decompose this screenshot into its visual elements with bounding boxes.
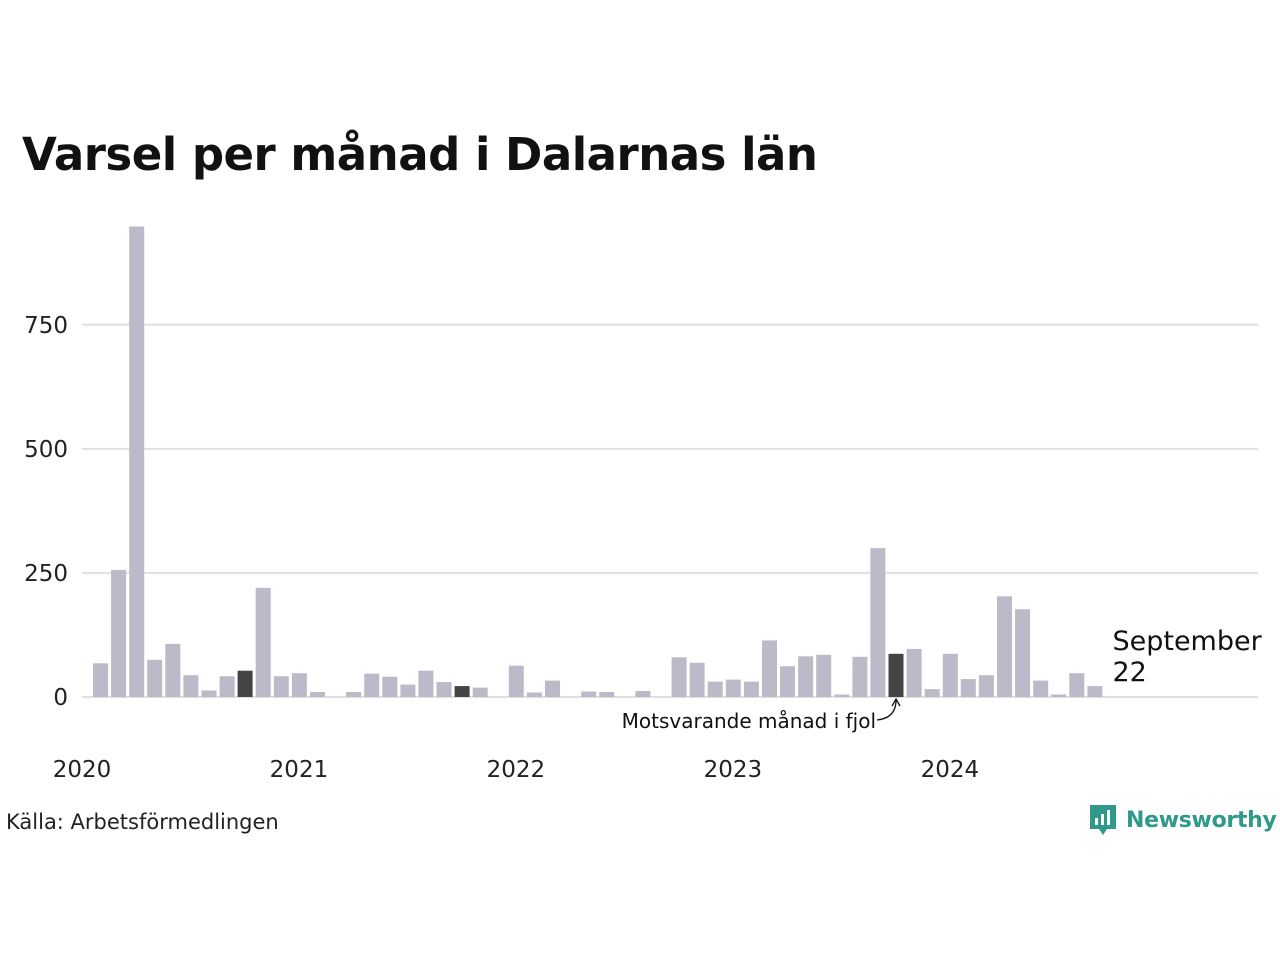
chart-title: Varsel per månad i Dalarnas län [22, 128, 818, 181]
bar [508, 665, 524, 697]
bar [111, 569, 127, 697]
bar [147, 659, 163, 697]
bar [689, 662, 705, 697]
bar [472, 687, 488, 697]
bar [816, 654, 832, 697]
bar [454, 686, 470, 697]
bar [978, 675, 994, 697]
bar [346, 692, 362, 697]
x-tick-label: 2023 [704, 757, 763, 783]
bar [1069, 673, 1085, 697]
bar [834, 694, 850, 697]
bar [165, 643, 181, 697]
bar [291, 673, 307, 697]
y-tick-label: 0 [53, 685, 68, 711]
brand-logo: Newsworthy [1088, 803, 1277, 837]
bar [219, 676, 235, 697]
bar [1051, 694, 1067, 697]
bar [526, 692, 542, 697]
bar [599, 692, 615, 697]
bar [400, 684, 416, 697]
bar [581, 691, 597, 697]
y-tick-label: 250 [24, 561, 68, 587]
bar [725, 679, 741, 697]
y-tick-label: 500 [24, 437, 68, 463]
current-month-label: September [1112, 626, 1262, 657]
bar [743, 681, 759, 697]
bar [310, 692, 325, 697]
bar [942, 653, 958, 697]
comparison-arrowhead [891, 697, 901, 707]
bar [888, 653, 904, 697]
bar [1087, 686, 1103, 697]
y-tick-label: 750 [24, 313, 68, 339]
x-axis: 2020 2021 2022 2023 2024 [53, 757, 979, 783]
bar [436, 682, 452, 697]
bar [997, 596, 1012, 697]
bar [960, 679, 976, 697]
bar [671, 657, 687, 697]
bar [129, 226, 145, 697]
bar [382, 676, 398, 697]
bar [906, 648, 922, 697]
source-note: Källa: Arbetsförmedlingen [6, 810, 279, 834]
bar [852, 656, 868, 697]
bar [707, 681, 723, 697]
bar [1033, 680, 1049, 697]
bar [364, 673, 380, 697]
bar [762, 640, 777, 697]
bar [418, 670, 434, 697]
comparison-arrow [876, 699, 897, 721]
bars [93, 226, 1103, 697]
x-tick-label: 2024 [921, 757, 980, 783]
bar [201, 690, 217, 697]
bar [183, 675, 199, 697]
brand-name: Newsworthy [1126, 807, 1277, 833]
x-tick-label: 2020 [53, 757, 112, 783]
x-tick-label: 2022 [487, 757, 546, 783]
comparison-label: Motsvarande månad i fjol [622, 709, 876, 733]
bar [93, 663, 108, 697]
newsworthy-logo-icon [1090, 805, 1116, 835]
bar [255, 587, 271, 697]
x-tick-label: 2021 [270, 757, 329, 783]
bar [924, 689, 940, 697]
bar [237, 670, 253, 697]
bar [273, 676, 289, 697]
bar [1015, 609, 1031, 697]
bar [780, 666, 795, 697]
bar [798, 656, 814, 697]
bar [870, 548, 886, 697]
y-axis: 0 250 500 750 [24, 313, 68, 711]
bar [545, 680, 560, 697]
current-value-label: 22 [1112, 657, 1146, 688]
bar [635, 691, 651, 697]
